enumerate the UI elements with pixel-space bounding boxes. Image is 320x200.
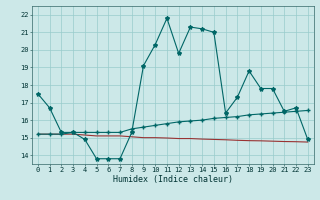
X-axis label: Humidex (Indice chaleur): Humidex (Indice chaleur) <box>113 175 233 184</box>
